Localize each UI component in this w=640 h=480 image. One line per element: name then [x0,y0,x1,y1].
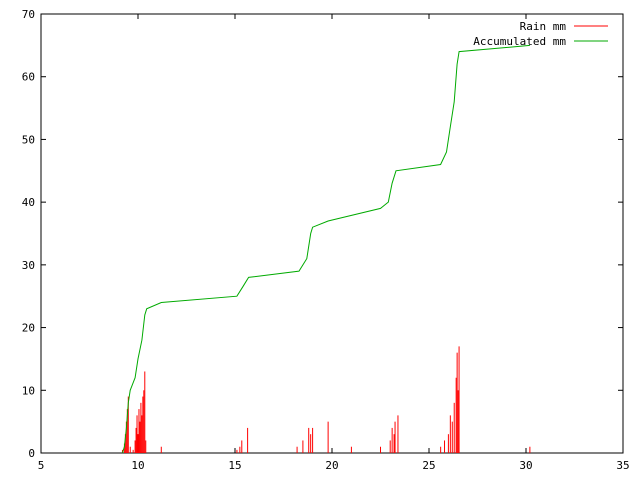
x-tick-label: 10 [131,459,144,472]
y-tick-label: 70 [22,8,35,21]
x-tick-label: 30 [519,459,532,472]
x-tick-label: 15 [228,459,241,472]
series-layer [121,44,531,454]
legend-label: Rain mm [520,20,567,33]
plot-frame [40,13,624,454]
y-tick-label: 0 [28,447,35,460]
y-tick-label: 10 [22,384,35,397]
x-tick-label: 35 [616,459,629,472]
y-tick-label: 30 [22,259,35,272]
series-accumulated-line [122,44,530,454]
series-rain [121,346,531,453]
legend: Rain mm Accumulated mm [473,20,608,48]
x-tick-label: 20 [325,459,338,472]
y-tick-label: 60 [22,71,35,84]
y-tick-label: 20 [22,322,35,335]
x-tick-label: 5 [38,459,45,472]
x-tick-label: 25 [422,459,435,472]
x-axis: 5 10 15 20 25 30 35 [38,14,630,472]
y-tick-label: 50 [22,133,35,146]
legend-label: Accumulated mm [473,35,566,48]
y-axis: 0 10 20 30 40 50 60 70 [22,8,623,460]
y-tick-label: 40 [22,196,35,209]
